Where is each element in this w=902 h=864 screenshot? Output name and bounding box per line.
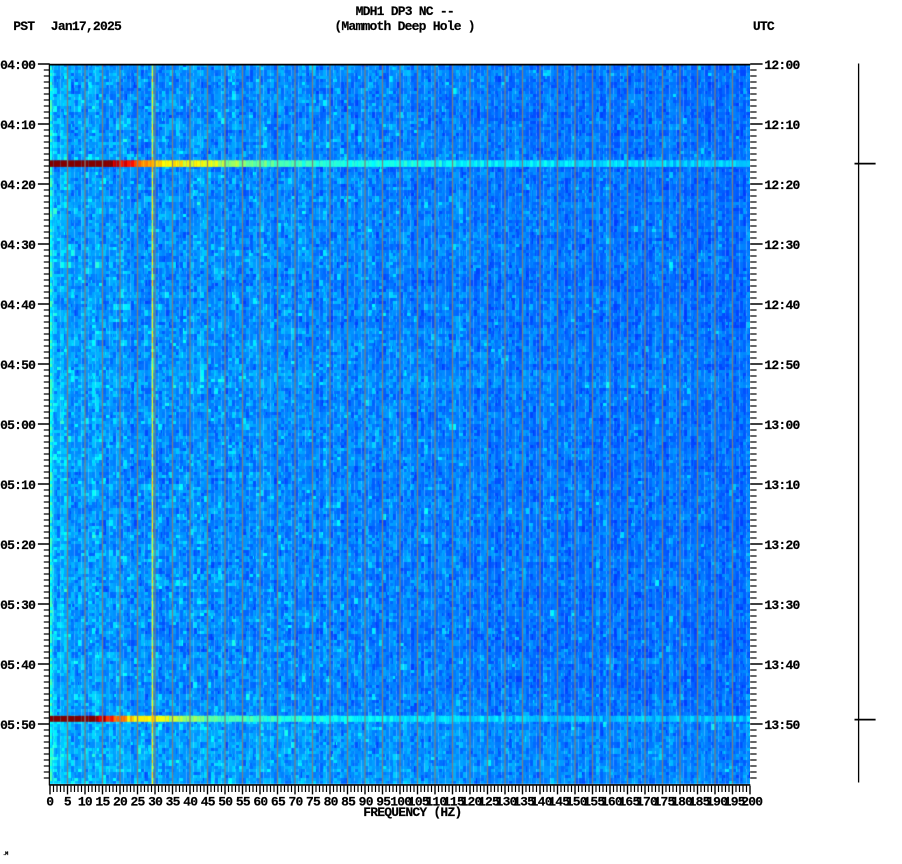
svg-text:15: 15 bbox=[95, 795, 110, 810]
svg-text:140: 140 bbox=[531, 795, 553, 810]
svg-text:05:00: 05:00 bbox=[0, 418, 36, 433]
svg-text:04:50: 04:50 bbox=[0, 358, 36, 373]
svg-text:200: 200 bbox=[741, 795, 763, 810]
svg-text:20: 20 bbox=[113, 795, 128, 810]
svg-text:MDH1 DP3 NC --: MDH1 DP3 NC -- bbox=[356, 4, 454, 19]
svg-text:04:20: 04:20 bbox=[0, 178, 36, 193]
svg-text:12:20: 12:20 bbox=[764, 178, 800, 193]
svg-text:95: 95 bbox=[376, 795, 391, 810]
svg-text:190: 190 bbox=[706, 795, 728, 810]
svg-text:Jan17,2025: Jan17,2025 bbox=[51, 19, 122, 34]
svg-text:13:50: 13:50 bbox=[764, 718, 800, 733]
svg-text:05:50: 05:50 bbox=[0, 718, 36, 733]
svg-text:0: 0 bbox=[46, 795, 54, 810]
svg-text:45: 45 bbox=[201, 795, 216, 810]
svg-text:30: 30 bbox=[148, 795, 163, 810]
svg-text:185: 185 bbox=[689, 795, 711, 810]
svg-text:160: 160 bbox=[601, 795, 623, 810]
svg-text:180: 180 bbox=[671, 795, 693, 810]
svg-text:125: 125 bbox=[478, 795, 500, 810]
svg-text:PST: PST bbox=[13, 19, 35, 34]
svg-text:90: 90 bbox=[359, 795, 374, 810]
svg-text:05:40: 05:40 bbox=[0, 658, 36, 673]
svg-text:04:30: 04:30 bbox=[0, 238, 36, 253]
svg-text:135: 135 bbox=[513, 795, 535, 810]
svg-text:105: 105 bbox=[408, 795, 430, 810]
svg-text:04:40: 04:40 bbox=[0, 298, 36, 313]
svg-text:100: 100 bbox=[390, 795, 412, 810]
svg-text:170: 170 bbox=[636, 795, 658, 810]
svg-text:UTC: UTC bbox=[753, 19, 775, 34]
svg-text:12:30: 12:30 bbox=[764, 238, 800, 253]
svg-text:145: 145 bbox=[548, 795, 570, 810]
svg-text:10: 10 bbox=[78, 795, 93, 810]
svg-text:FREQUENCY (HZ): FREQUENCY (HZ) bbox=[363, 805, 461, 820]
svg-text:130: 130 bbox=[496, 795, 518, 810]
svg-text:13:10: 13:10 bbox=[764, 478, 800, 493]
svg-text:75: 75 bbox=[306, 795, 321, 810]
svg-text:12:10: 12:10 bbox=[764, 118, 800, 133]
svg-text:60: 60 bbox=[253, 795, 268, 810]
svg-text:12:00: 12:00 bbox=[764, 58, 800, 73]
svg-text:13:00: 13:00 bbox=[764, 418, 800, 433]
svg-text:115: 115 bbox=[443, 795, 465, 810]
svg-text:5: 5 bbox=[64, 795, 72, 810]
svg-text:05:20: 05:20 bbox=[0, 538, 36, 553]
svg-text:04:00: 04:00 bbox=[0, 58, 36, 73]
svg-text:150: 150 bbox=[566, 795, 588, 810]
svg-text:40: 40 bbox=[183, 795, 198, 810]
svg-text:165: 165 bbox=[618, 795, 640, 810]
svg-text:05:10: 05:10 bbox=[0, 478, 36, 493]
svg-text:35: 35 bbox=[166, 795, 181, 810]
svg-text:65: 65 bbox=[271, 795, 286, 810]
svg-text:13:40: 13:40 bbox=[764, 658, 800, 673]
svg-text:12:50: 12:50 bbox=[764, 358, 800, 373]
svg-text:.M: .M bbox=[3, 850, 10, 857]
svg-text:04:10: 04:10 bbox=[0, 118, 36, 133]
svg-text:110: 110 bbox=[425, 795, 447, 810]
svg-text:120: 120 bbox=[460, 795, 482, 810]
svg-text:12:40: 12:40 bbox=[764, 298, 800, 313]
svg-text:175: 175 bbox=[654, 795, 676, 810]
svg-text:70: 70 bbox=[288, 795, 303, 810]
svg-text:25: 25 bbox=[131, 795, 146, 810]
svg-text:195: 195 bbox=[724, 795, 746, 810]
svg-text:13:30: 13:30 bbox=[764, 598, 800, 613]
svg-text:85: 85 bbox=[341, 795, 356, 810]
svg-text:80: 80 bbox=[324, 795, 339, 810]
svg-text:13:20: 13:20 bbox=[764, 538, 800, 553]
svg-text:155: 155 bbox=[583, 795, 605, 810]
svg-text:55: 55 bbox=[236, 795, 251, 810]
svg-text:05:30: 05:30 bbox=[0, 598, 36, 613]
svg-text:(Mammoth Deep Hole ): (Mammoth Deep Hole ) bbox=[334, 19, 474, 34]
svg-text:50: 50 bbox=[218, 795, 233, 810]
